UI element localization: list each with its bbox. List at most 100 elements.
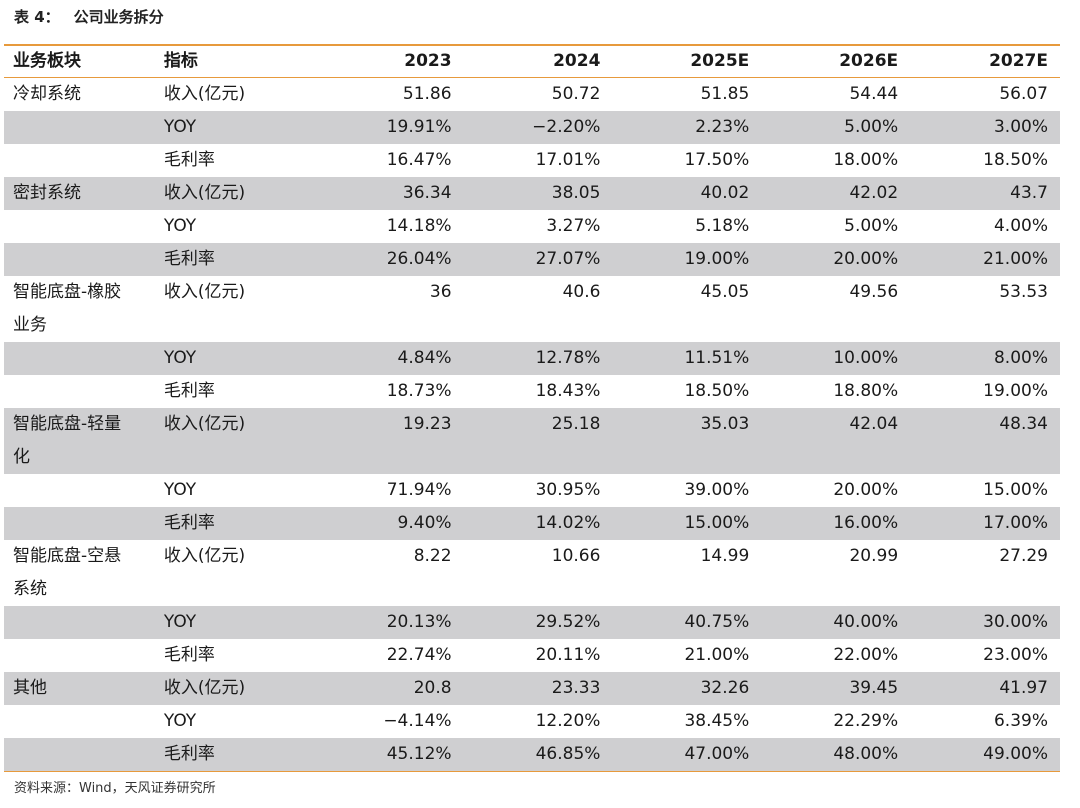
table-row: 冷却系统 收入(亿元) 51.86 50.72 51.85 54.44 56.07 — [4, 78, 1060, 111]
value-cell-2027e: 23.00% — [983, 645, 1048, 665]
value-cell-2026e: 20.99 — [849, 546, 899, 566]
table-body: 冷却系统 收入(亿元) 51.86 50.72 51.85 54.44 56.07 YOY 19… — [4, 78, 1060, 771]
value-cell-2025e: 39.00% — [684, 480, 750, 500]
segment-name-line: 系统 — [13, 579, 47, 599]
value-cell-2025e: 45.05 — [700, 282, 750, 302]
value-cell-2023: 8.22 — [413, 546, 452, 566]
value-cell-2024: 18.43% — [535, 381, 601, 401]
table-caption: 表 4： 公司业务拆分 — [14, 4, 164, 30]
value-cell-2024: 25.18 — [551, 414, 601, 434]
value-cell-2023: 19.23 — [402, 414, 452, 434]
value-cell-2026e: 5.00% — [844, 117, 899, 137]
table-row: YOY 14.18% 3.27% 5.18% 5.00% 4.00% — [4, 210, 1060, 243]
value-cell-2025e: 35.03 — [700, 414, 750, 434]
value-cell-2025e: 32.26 — [700, 678, 750, 698]
table-row: 毛利率 22.74% 20.11% 21.00% 22.00% 23.00% — [4, 639, 1060, 672]
table-row: 毛利率 18.73% 18.43% 18.50% 18.80% 19.00% — [4, 375, 1060, 408]
value-cell-2027e: 30.00% — [983, 612, 1048, 632]
value-cell-2024: 12.20% — [535, 711, 601, 731]
value-cell-2023: 36.34 — [402, 183, 452, 203]
segment-cell: 其他 — [4, 672, 155, 705]
indicator-cell: 收入(亿元) — [163, 183, 246, 203]
segment-cell — [4, 144, 155, 177]
segment-name-line: 业务 — [13, 315, 47, 335]
table-header-rule — [4, 77, 1060, 78]
value-cell-2027e: 43.7 — [1010, 183, 1048, 203]
value-cell-2026e: 20.00% — [833, 480, 899, 500]
value-cell-2024: 40.6 — [562, 282, 601, 302]
segment-cell: 智能底盘-空悬 系统 — [4, 540, 155, 606]
value-cell-2027e: 3.00% — [993, 117, 1048, 137]
header-2025e: 2025E — [690, 51, 750, 71]
table-row: YOY 71.94% 30.95% 39.00% 20.00% 15.00% — [4, 474, 1060, 507]
segment-cell — [4, 606, 155, 639]
table-row: YOY −4.14% 12.20% 38.45% 22.29% 6.39% — [4, 705, 1060, 738]
value-cell-2027e: 18.50% — [983, 150, 1048, 170]
segment-cell: 智能底盘-轻量化 — [4, 408, 155, 474]
value-cell-2025e: 15.00% — [684, 513, 750, 533]
caption-label: 表 4： — [14, 8, 60, 26]
segment-name-line: 化 — [13, 447, 30, 467]
value-cell-2024: 29.52% — [535, 612, 601, 632]
value-cell-2025e: 40.02 — [700, 183, 750, 203]
value-cell-2027e: 19.00% — [983, 381, 1048, 401]
indicator-cell: 毛利率 — [163, 744, 215, 764]
table-row: YOY 4.84% 12.78% 11.51% 10.00% 8.00% — [4, 342, 1060, 375]
segment-cell — [4, 705, 155, 738]
segment-name-line: 智能底盘-空悬 — [13, 546, 122, 566]
table-row: 毛利率 26.04% 27.07% 19.00% 20.00% 21.00% — [4, 243, 1060, 276]
segment-cell — [4, 111, 155, 144]
value-cell-2025e: 38.45% — [684, 711, 750, 731]
value-cell-2025e: 11.51% — [684, 348, 750, 368]
header-indicator: 指标 — [163, 51, 198, 71]
segment-cell: 密封系统 — [4, 177, 155, 210]
value-cell-2026e: 42.02 — [849, 183, 899, 203]
indicator-cell: YOY — [163, 117, 197, 137]
indicator-cell: 收入(亿元) — [163, 282, 246, 302]
value-cell-2024: 38.05 — [551, 183, 601, 203]
value-cell-2025e: 18.50% — [684, 381, 750, 401]
value-cell-2026e: 16.00% — [833, 513, 899, 533]
value-cell-2023: 20.8 — [413, 678, 452, 698]
value-cell-2026e: 42.04 — [849, 414, 899, 434]
value-cell-2026e: 54.44 — [849, 84, 899, 104]
header-2026e: 2026E — [839, 51, 899, 71]
indicator-cell: 毛利率 — [163, 645, 215, 665]
value-cell-2023: 45.12% — [386, 744, 452, 764]
segment-cell — [4, 342, 155, 375]
value-cell-2025e: 5.18% — [695, 216, 750, 236]
value-cell-2026e: 22.00% — [833, 645, 899, 665]
value-cell-2023: 4.84% — [397, 348, 452, 368]
value-cell-2023: 36 — [429, 282, 452, 302]
indicator-cell: YOY — [163, 348, 197, 368]
value-cell-2025e: 21.00% — [684, 645, 750, 665]
indicator-cell: 收入(亿元) — [163, 678, 246, 698]
value-cell-2026e: 22.29% — [833, 711, 899, 731]
value-cell-2023: 14.18% — [386, 216, 452, 236]
value-cell-2025e: 47.00% — [684, 744, 750, 764]
value-cell-2026e: 5.00% — [844, 216, 899, 236]
segment-cell — [4, 210, 155, 243]
table-bottom-rule — [4, 771, 1060, 772]
value-cell-2024: 50.72 — [551, 84, 601, 104]
value-cell-2027e: 21.00% — [983, 249, 1048, 269]
table-row: 智能底盘-空悬 系统 收入(亿元) 8.22 10.66 14.99 20.99 27.29 — [4, 540, 1060, 606]
value-cell-2027e: 56.07 — [999, 84, 1048, 104]
indicator-cell: 毛利率 — [163, 249, 215, 269]
value-cell-2023: 26.04% — [386, 249, 452, 269]
table-row: 毛利率 9.40% 14.02% 15.00% 16.00% 17.00% — [4, 507, 1060, 540]
value-cell-2023: 16.47% — [386, 150, 452, 170]
segment-cell — [4, 507, 155, 540]
value-cell-2026e: 18.80% — [833, 381, 899, 401]
header-2024: 2024 — [553, 51, 601, 71]
value-cell-2027e: 27.29 — [999, 546, 1048, 566]
segment-cell — [4, 474, 155, 507]
segment-name-line: 冷却系统 — [13, 84, 81, 104]
header-segment: 业务板块 — [13, 51, 81, 71]
segment-cell — [4, 243, 155, 276]
business-breakdown-table: 业务板块 指标 2023 2024 2025E 2026E 2027E 冷却系统… — [4, 44, 1060, 772]
value-cell-2023: −4.14% — [383, 711, 452, 731]
value-cell-2024: 27.07% — [535, 249, 601, 269]
indicator-cell: YOY — [163, 612, 197, 632]
indicator-cell: YOY — [163, 711, 197, 731]
